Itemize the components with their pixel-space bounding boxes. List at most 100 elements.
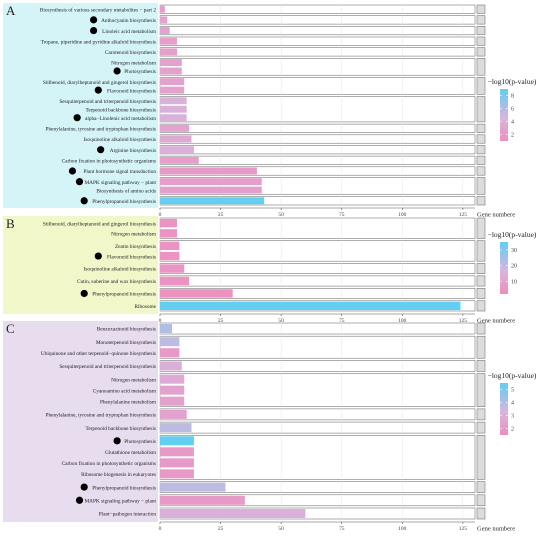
bar xyxy=(160,361,182,371)
facet-box xyxy=(159,26,476,36)
bar xyxy=(160,508,306,519)
x-tick-label: 50 xyxy=(278,212,284,218)
row-label: Terpenoid backbone biosynthesis xyxy=(85,426,156,432)
bar xyxy=(160,97,187,105)
legend-tick-label: 6 xyxy=(511,107,514,113)
legend-colorbar xyxy=(500,383,508,435)
row-label: Sesquiterpenoid and triterpenoid biosynt… xyxy=(59,99,156,105)
facet-strip xyxy=(476,287,486,299)
bar xyxy=(160,5,165,13)
row-label: Photosynthesis xyxy=(124,69,156,75)
bar xyxy=(160,218,177,228)
panel-label: A xyxy=(6,3,16,18)
x-tick-label: 75 xyxy=(339,212,345,218)
legend-tick-label: 4 xyxy=(511,401,514,407)
legend-tick-label: 20 xyxy=(511,264,517,270)
row-label: MAPK signaling pathway − plant xyxy=(84,180,156,186)
facet-strip xyxy=(476,360,486,372)
highlight-dot xyxy=(113,67,121,75)
facet-box xyxy=(159,123,476,133)
row-label: Anthocyanin biosynthesis xyxy=(101,18,156,24)
x-tick-label: 0 xyxy=(159,212,162,218)
bar xyxy=(160,16,168,24)
facet-box xyxy=(159,217,476,239)
row-label: Phenylalanine, tyrosine and tryptophan b… xyxy=(46,413,156,419)
highlight-dot xyxy=(90,16,98,24)
facet-strip xyxy=(476,57,486,76)
highlight-dot xyxy=(94,86,102,94)
legend-title: −log10(p-value) xyxy=(488,371,537,380)
bar xyxy=(160,78,185,86)
facet-box xyxy=(159,322,476,335)
x-tick-label: 125 xyxy=(459,526,468,532)
bar xyxy=(160,447,194,457)
row-label: Linoleic acid metabolism xyxy=(102,29,157,35)
x-axis-label: Gene numbere xyxy=(477,526,515,533)
facet-strip xyxy=(476,77,486,95)
bar xyxy=(160,251,180,261)
bar xyxy=(160,27,170,35)
facet-strip xyxy=(476,335,486,359)
facet-box xyxy=(159,421,476,434)
facet-strip xyxy=(476,47,486,57)
panel-b: B Stilbenoid, diarylheptanoid and gingero… xyxy=(3,216,537,325)
row-label: Phenylalanine metabolism xyxy=(100,399,157,405)
legend-tick-label: 10 xyxy=(511,279,517,285)
row-label: Carbon fixation in photosynthetic organi… xyxy=(62,158,156,165)
facet-strip xyxy=(476,435,486,480)
x-axis-label: Gene numbere xyxy=(477,212,515,219)
facet-box xyxy=(159,15,476,25)
bar xyxy=(160,48,177,56)
bar xyxy=(160,301,461,311)
highlight-dot xyxy=(75,496,84,504)
panel-background xyxy=(3,216,158,314)
legend-tick-label: 2 xyxy=(511,133,514,139)
row-label: Sesquiterpenoid and triterpenoid biosynt… xyxy=(59,364,156,370)
x-axis-label: Gene numbere xyxy=(477,318,515,325)
row-label: Isoquinoline alkaloid biosynthesis xyxy=(84,137,156,143)
row-label: Zeatin biosynthesis xyxy=(115,244,156,250)
highlight-dot xyxy=(97,146,105,154)
facet-strip xyxy=(476,196,486,206)
row-label: Terpenoid backbone biosynthesis xyxy=(85,107,156,113)
row-label: Phenylpropanoid biosynthesis xyxy=(92,485,156,491)
x-tick-label: 100 xyxy=(398,526,407,532)
facet-box xyxy=(159,408,476,421)
facet-strip xyxy=(476,123,486,133)
bar xyxy=(160,105,187,113)
highlight-dot xyxy=(113,437,121,445)
row-label: Benzoxazinoid biosynthesis xyxy=(97,327,156,333)
row-label: Tropane, piperidine and pyridine alkaloi… xyxy=(41,39,156,45)
legend-tick-label: 30 xyxy=(511,248,517,254)
row-label: Arginine biosynthesis xyxy=(110,148,156,154)
panel-label: B xyxy=(6,216,15,231)
x-tick-label: 0 xyxy=(159,526,162,532)
highlight-dot xyxy=(68,167,77,175)
facet-box xyxy=(159,240,476,262)
row-label: Photosynthesis xyxy=(124,439,156,445)
highlight-dot xyxy=(75,178,84,186)
facet-box xyxy=(159,263,476,274)
legend-title: −log10(p-value) xyxy=(488,230,537,239)
bar xyxy=(160,197,265,205)
bar xyxy=(160,469,194,479)
facet-strip xyxy=(476,217,486,239)
x-tick-label: 50 xyxy=(278,526,284,532)
facet-strip xyxy=(476,373,486,407)
highlight-dot xyxy=(80,289,88,298)
facet-box xyxy=(159,134,476,144)
facet-strip xyxy=(476,481,486,493)
bar xyxy=(160,385,185,395)
facet-strip xyxy=(476,26,486,36)
bar xyxy=(160,289,233,298)
bar xyxy=(160,241,180,251)
row-label: Glutathione metabolism xyxy=(105,450,157,456)
bar xyxy=(160,124,190,132)
facet-strip xyxy=(476,145,486,155)
legend-colorbar xyxy=(500,242,508,294)
facet-strip xyxy=(476,408,486,421)
highlight-dot xyxy=(73,114,81,122)
x-tick-label: 25 xyxy=(218,318,224,324)
facet-strip xyxy=(476,96,486,123)
row-label: Flavonoid biosynthesis xyxy=(107,88,156,94)
